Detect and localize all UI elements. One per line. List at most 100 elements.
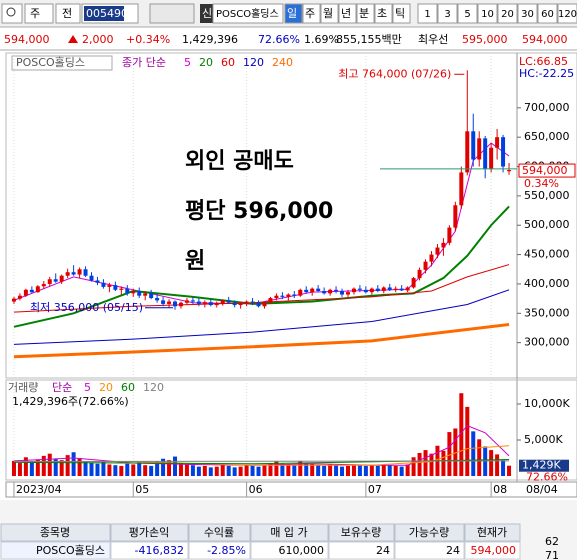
candle-body xyxy=(375,288,380,291)
volume-y-tick-label: 5,000K xyxy=(524,433,563,446)
table-header: 현재가 xyxy=(477,526,507,539)
volume-bar xyxy=(250,465,255,476)
candle-body xyxy=(71,272,76,275)
candle-body xyxy=(167,301,172,304)
period-button[interactable] xyxy=(302,3,321,24)
period-button[interactable] xyxy=(338,3,357,24)
table-header-cell xyxy=(394,523,465,542)
code-highlight xyxy=(84,6,124,21)
interval-button[interactable] xyxy=(537,3,558,24)
interval-button[interactable] xyxy=(497,3,518,24)
candle-body xyxy=(256,302,261,307)
ma-line xyxy=(13,322,510,359)
period-label: 월 xyxy=(323,7,333,20)
name-box[interactable] xyxy=(212,3,284,24)
volume-bar xyxy=(35,459,40,476)
up-arrow xyxy=(68,35,78,43)
legend-entry: 240 xyxy=(272,56,293,69)
legend-label: 종가 단순 xyxy=(122,56,166,69)
candle-body xyxy=(161,300,166,304)
volume-bar xyxy=(477,439,482,476)
last-date: 08/04 xyxy=(526,483,558,496)
volume-bar xyxy=(447,432,452,476)
volume-bar xyxy=(125,463,130,476)
y-tick-label: 450,000 xyxy=(524,248,570,261)
volume-bar xyxy=(65,455,70,476)
volume-bar xyxy=(417,452,422,476)
y-tick-label: 550,000 xyxy=(524,189,570,202)
x-tick-label: 06 xyxy=(249,483,263,496)
volume-bar xyxy=(411,457,416,476)
volume-bar xyxy=(280,463,285,476)
interval-button[interactable] xyxy=(417,3,438,24)
interval-button[interactable] xyxy=(517,3,538,24)
volume-bar xyxy=(262,465,267,476)
period-button[interactable] xyxy=(374,3,393,24)
market: 주 xyxy=(30,7,40,20)
quote-best-label: 최우선 xyxy=(418,33,448,46)
candle-body xyxy=(441,242,446,248)
overlay-text: 평단 596,000 xyxy=(185,199,333,224)
volume-bar xyxy=(17,463,22,476)
volume-bar xyxy=(441,450,446,476)
quote-volume: 1,429,396 xyxy=(182,33,238,46)
volume-bar xyxy=(495,454,500,476)
volume-bar xyxy=(465,406,470,476)
interval-button[interactable] xyxy=(457,3,478,24)
legend-entry: 5 xyxy=(184,56,191,69)
search-icon xyxy=(6,7,16,17)
table-header: 평가손익 xyxy=(129,526,169,539)
candle-body xyxy=(489,147,494,169)
volume-bar xyxy=(429,453,434,476)
period-button[interactable] xyxy=(284,3,303,24)
volume-bar xyxy=(489,450,494,476)
volume-bar xyxy=(405,464,410,476)
interval-button[interactable] xyxy=(557,3,577,24)
period-button[interactable] xyxy=(320,3,339,24)
candle-body xyxy=(89,275,94,281)
volume-bar xyxy=(345,465,350,476)
price-marker xyxy=(518,163,576,178)
mode: 전 xyxy=(62,7,72,20)
table-cell[interactable] xyxy=(0,541,111,560)
volume-bar xyxy=(399,466,404,476)
candle-body xyxy=(316,288,321,291)
candle-body xyxy=(387,287,392,290)
volume-bar xyxy=(161,458,166,476)
candle-body xyxy=(65,272,70,276)
interval-label: 3 xyxy=(444,9,450,20)
market-select[interactable] xyxy=(24,3,54,24)
volume-bar xyxy=(143,465,148,476)
interval-label: 1 xyxy=(424,9,430,20)
volume-bar xyxy=(375,465,380,476)
candle-body xyxy=(125,288,130,294)
volume-legend-entry: 20 xyxy=(99,381,113,394)
interval-button[interactable] xyxy=(437,3,458,24)
candle-body xyxy=(202,302,207,304)
candle-body xyxy=(119,288,124,290)
period-button[interactable] xyxy=(356,3,375,24)
holdings-table: 종목명 평가손익 수익률 매 입 가 보유수량 가능수량 현재가 POSCO홀딩스 -416,8… xyxy=(0,523,559,560)
icon-buttons[interactable] xyxy=(149,3,195,24)
change-label: 0.34% xyxy=(524,177,559,190)
table-header: 수익률 xyxy=(204,526,234,539)
candle-body xyxy=(178,302,183,307)
search-button[interactable] xyxy=(1,3,23,24)
mode-select[interactable] xyxy=(55,3,81,24)
volume-legend-entry: 60 xyxy=(121,381,135,394)
candle-body xyxy=(262,302,267,307)
ma-line xyxy=(13,424,510,466)
candle-body xyxy=(351,288,356,293)
candle-body xyxy=(268,298,273,303)
side-value: 62 xyxy=(545,535,559,548)
candle-body xyxy=(113,285,118,290)
volume-bar xyxy=(53,458,58,476)
volume-bar xyxy=(387,465,392,476)
candle-body xyxy=(304,289,309,293)
x-tick-label: 2023/04 xyxy=(16,483,62,496)
period-button[interactable] xyxy=(392,3,411,24)
candle-body xyxy=(238,303,243,306)
interval-button[interactable] xyxy=(477,3,498,24)
candle-body xyxy=(226,300,231,303)
